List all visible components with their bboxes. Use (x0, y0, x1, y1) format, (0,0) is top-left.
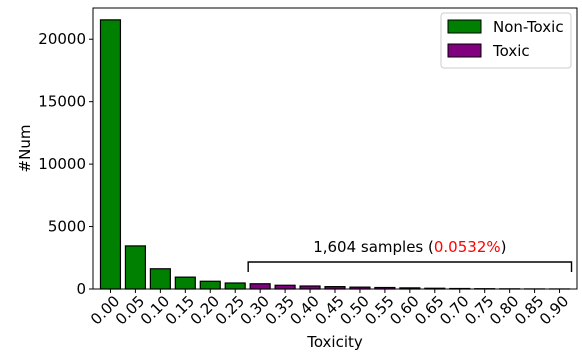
bar-non-toxic-0.20 (199, 280, 221, 290)
bar-toxic-0.30 (249, 283, 271, 290)
y-tick-label: 20000 (38, 30, 86, 48)
y-axis-label: #Num (16, 125, 34, 173)
y-tick-label: 15000 (38, 93, 86, 111)
bar-non-toxic-0.05 (124, 245, 146, 290)
bar-non-toxic-0.25 (224, 282, 246, 290)
x-tick-label: 0.90 (536, 292, 572, 328)
legend-label-non-toxic: Non-Toxic (493, 18, 564, 36)
legend: Non-Toxic Toxic (440, 12, 572, 69)
y-tick-label: 0 (76, 280, 86, 298)
x-ticks-group: 0.000.050.100.150.200.250.300.350.400.45… (87, 289, 572, 328)
legend-swatch-non-toxic (447, 19, 482, 34)
y-tick-label: 5000 (48, 218, 86, 236)
legend-label-toxic: Toxic (492, 42, 530, 60)
bar-toxic-0.35 (274, 284, 296, 290)
x-axis-label: Toxicity (306, 333, 363, 351)
bar-non-toxic-0.15 (174, 276, 196, 290)
plot-frame (92, 7, 578, 290)
annotation-suffix: ) (501, 238, 507, 256)
annotation-text: 1,604 samples (0.0532%) (313, 238, 506, 256)
annotation-group: 1,604 samples (0.0532%) (247, 238, 573, 272)
bars-group (99, 19, 571, 290)
annotation-bracket (247, 261, 573, 272)
annotation-prefix: 1,604 samples ( (313, 238, 434, 256)
bar-non-toxic-0.00 (99, 19, 122, 290)
bar-non-toxic-0.10 (149, 268, 171, 290)
legend-swatch-toxic (447, 43, 482, 58)
y-ticks-group: 0 5000 10000 15000 20000 (38, 30, 93, 298)
y-tick-label: 10000 (38, 155, 86, 173)
annotation-highlight: 0.0532% (434, 238, 501, 256)
